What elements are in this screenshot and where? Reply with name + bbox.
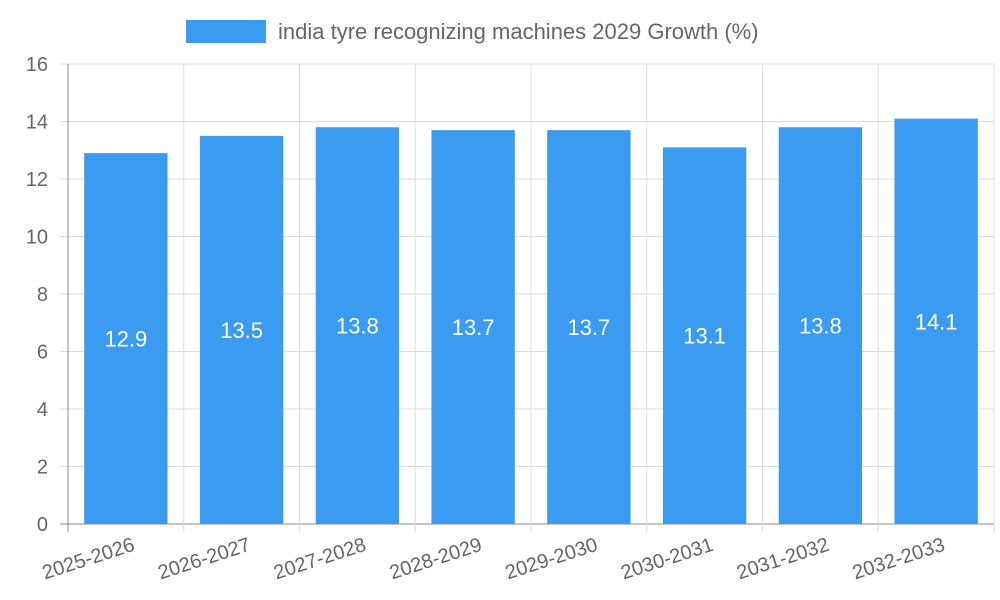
bar-data-labels: 12.9 13.5 13.8 13.7 13.7 13.1 13.8 14.1 bbox=[104, 309, 957, 351]
bar-value-label: 13.5 bbox=[220, 318, 263, 343]
bar-value-label: 13.7 bbox=[567, 315, 610, 340]
y-tick-label: 0 bbox=[37, 514, 48, 536]
bar-value-label: 13.1 bbox=[683, 324, 726, 349]
bar-value-label: 14.1 bbox=[915, 309, 958, 334]
bar[interactable] bbox=[894, 118, 978, 524]
bar-value-label: 13.7 bbox=[452, 315, 495, 340]
x-tick-label: 2027-2028 bbox=[271, 534, 369, 584]
x-tick-label: 2031-2032 bbox=[734, 534, 832, 584]
bar-value-label: 12.9 bbox=[104, 327, 147, 352]
bar[interactable] bbox=[315, 127, 400, 524]
x-tick-label: 2030-2031 bbox=[618, 534, 716, 584]
y-tick-label: 12 bbox=[26, 169, 48, 191]
bar[interactable] bbox=[778, 127, 863, 524]
bar-series bbox=[84, 118, 978, 524]
bar[interactable] bbox=[662, 147, 747, 524]
x-tick-label: 2029-2030 bbox=[503, 534, 601, 584]
y-tick-label: 2 bbox=[37, 457, 48, 479]
bar-value-label: 13.8 bbox=[799, 314, 842, 339]
x-tick-label: 2032-2033 bbox=[850, 534, 948, 584]
bar-value-label: 13.8 bbox=[336, 314, 379, 339]
legend[interactable]: india tyre recognizing machines 2029 Gro… bbox=[186, 19, 759, 44]
bar[interactable] bbox=[547, 130, 631, 524]
legend-label[interactable]: india tyre recognizing machines 2029 Gro… bbox=[278, 19, 759, 44]
x-tick-label: 2025-2026 bbox=[40, 534, 138, 584]
y-tick-label: 16 bbox=[26, 54, 48, 76]
x-tick-label: 2026-2027 bbox=[155, 534, 253, 584]
y-tick-label: 10 bbox=[26, 227, 48, 249]
x-tick-label: 2028-2029 bbox=[387, 534, 485, 584]
y-tick-label: 14 bbox=[26, 112, 48, 134]
y-tick-label: 4 bbox=[37, 399, 48, 421]
y-tick-label: 6 bbox=[37, 342, 48, 364]
bar[interactable] bbox=[84, 153, 168, 524]
y-tick-label: 8 bbox=[37, 284, 48, 306]
legend-swatch[interactable] bbox=[186, 20, 266, 43]
bar[interactable] bbox=[199, 135, 284, 524]
bar[interactable] bbox=[431, 130, 515, 524]
